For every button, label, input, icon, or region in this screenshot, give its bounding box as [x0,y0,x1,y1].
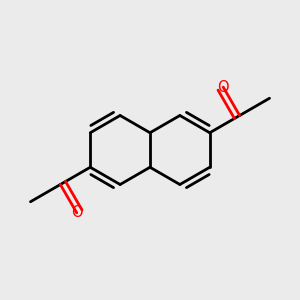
Text: O: O [218,80,229,94]
Text: O: O [71,206,82,220]
